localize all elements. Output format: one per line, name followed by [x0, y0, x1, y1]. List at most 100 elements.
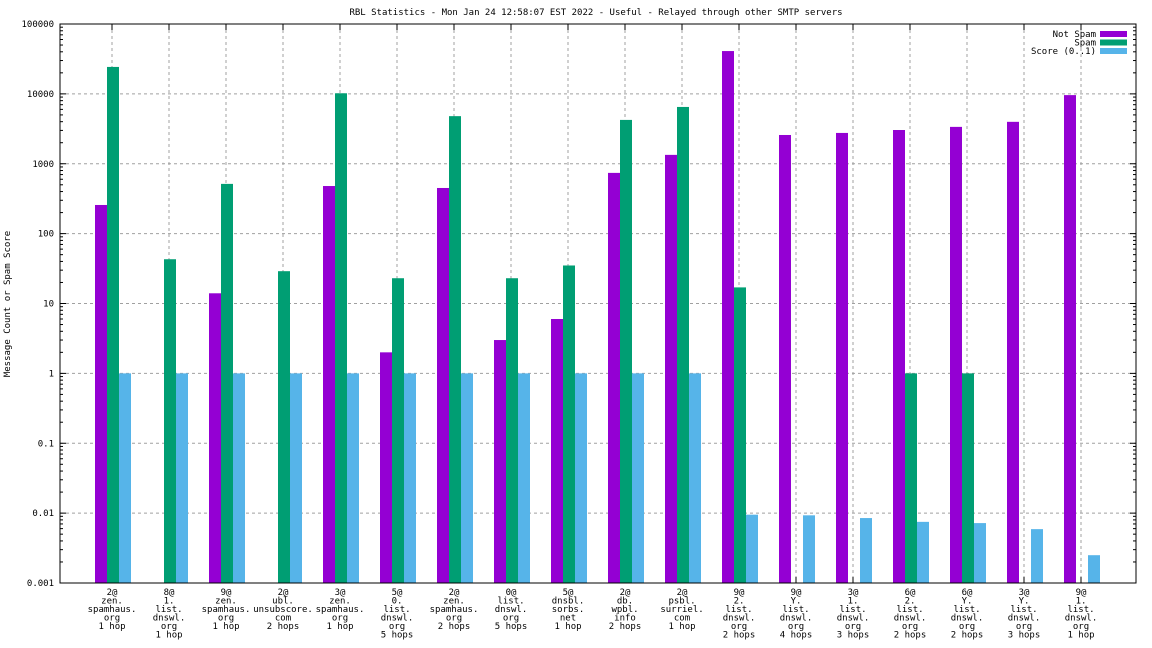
bar-not-spam: [608, 172, 620, 583]
x-tick-label: zen.: [215, 597, 237, 607]
x-tick-label: surriel.: [660, 605, 703, 615]
x-tick-label: 1.: [164, 597, 175, 607]
x-tick-label: unsubscore.: [253, 605, 313, 615]
bar-spam: [506, 278, 518, 583]
x-tick-label: list.: [1010, 605, 1037, 615]
x-tick-label: dnswl.: [153, 614, 186, 624]
x-tick-label: 0@: [506, 588, 517, 598]
bar-spam: [449, 116, 461, 584]
bar-spam: [563, 265, 575, 583]
bar-score: [575, 373, 587, 583]
x-tick-label: 2 hops: [267, 622, 300, 632]
bar-spam: [905, 373, 917, 583]
x-tick-label: 5@: [392, 588, 403, 598]
x-tick-label: org: [446, 614, 462, 624]
bar-spam: [962, 373, 974, 583]
x-tick-label: list.: [497, 597, 524, 607]
x-tick-label: zen.: [329, 597, 351, 607]
bar-score: [347, 373, 359, 583]
x-tick-label: dnswl.: [1008, 614, 1041, 624]
x-tick-label: psbl.: [668, 597, 695, 607]
x-tick-label: 8@: [164, 588, 175, 598]
chart-title: RBL Statistics - Mon Jan 24 12:58:07 EST…: [349, 8, 842, 18]
x-tick-label: 2@: [278, 588, 289, 598]
bar-not-spam: [380, 352, 392, 583]
bar-not-spam: [836, 132, 848, 584]
legend-swatch: [1100, 39, 1127, 46]
bar-not-spam: [893, 130, 905, 583]
x-tick-label: dnswl.: [495, 605, 528, 615]
bar-not-spam: [209, 293, 221, 583]
x-tick-label: 2 hops: [438, 622, 471, 632]
x-tick-label: list.: [383, 605, 410, 615]
bar-spam: [392, 278, 404, 583]
bar-spam: [734, 287, 746, 583]
legend-swatch: [1100, 48, 1127, 54]
bar-not-spam: [950, 126, 962, 583]
x-tick-label: 9@: [791, 588, 802, 598]
bar-not-spam: [779, 134, 791, 583]
x-tick-label: 3@: [1019, 588, 1030, 598]
bar-score: [632, 373, 644, 583]
x-tick-label: org: [161, 622, 177, 632]
x-tick-label: com: [275, 614, 291, 624]
x-tick-label: dnswl.: [951, 614, 984, 624]
plot-border: [59, 23, 1137, 584]
bar-spam: [278, 271, 290, 583]
x-tick-label: 4 hops: [780, 631, 813, 641]
legend-label: Score (0..1): [1031, 47, 1096, 57]
x-tick-label: 1 hop: [155, 631, 182, 641]
bar-score: [746, 514, 758, 583]
x-tick-label: org: [845, 622, 861, 632]
x-tick-label: 6@: [962, 588, 973, 598]
y-tick-label: 0.001: [27, 579, 54, 589]
bar-score: [404, 373, 416, 583]
x-tick-label: 2 hops: [894, 631, 927, 641]
x-tick-label: 1 hop: [212, 622, 239, 632]
x-tick-label: org: [1073, 622, 1089, 632]
bar-score: [803, 515, 815, 583]
x-tick-label: org: [1016, 622, 1032, 632]
y-tick-label: 100000: [21, 20, 54, 30]
bar-score: [290, 373, 302, 583]
x-tick-label: 1 hop: [326, 622, 353, 632]
x-tick-label: 1.: [1076, 597, 1087, 607]
x-tick-label: org: [104, 614, 120, 624]
x-tick-label: 1 hop: [668, 622, 695, 632]
x-tick-label: dnswl.: [1065, 614, 1098, 624]
x-tick-label: org: [788, 622, 804, 632]
x-tick-label: org: [959, 622, 975, 632]
y-tick-label: 10000: [27, 90, 54, 100]
x-tick-label: spamhaus.: [316, 605, 365, 615]
x-tick-label: 1 hop: [554, 622, 581, 632]
x-tick-label: org: [218, 614, 234, 624]
x-tick-label: net: [560, 614, 576, 624]
legend-label: Spam: [1074, 39, 1096, 49]
y-tick-label: 10: [43, 300, 54, 310]
bar-spam: [335, 93, 347, 584]
x-tick-label: dnswl.: [780, 614, 813, 624]
bar-not-spam: [1064, 95, 1076, 583]
x-tick-label: org: [503, 614, 519, 624]
x-tick-label: 2@: [449, 588, 460, 598]
x-tick-label: 3@: [848, 588, 859, 598]
x-tick-label: info: [614, 614, 636, 624]
x-tick-label: list.: [1067, 605, 1094, 615]
bar-not-spam: [665, 154, 677, 584]
bar-score: [1031, 529, 1043, 583]
x-tick-label: zen.: [101, 597, 123, 607]
legend-swatch: [1100, 31, 1127, 37]
x-tick-label: 2@: [107, 588, 118, 598]
bar-score: [176, 373, 188, 583]
x-tick-label: list.: [782, 605, 809, 615]
x-tick-label: 2 hops: [609, 622, 642, 632]
x-tick-label: 2@: [620, 588, 631, 598]
x-tick-label: spamhaus.: [430, 605, 479, 615]
x-tick-label: list.: [725, 605, 752, 615]
bar-spam: [221, 183, 233, 584]
bar-spam: [164, 259, 176, 583]
x-tick-label: dnswl.: [894, 614, 927, 624]
x-tick-label: ubl.: [272, 597, 294, 607]
